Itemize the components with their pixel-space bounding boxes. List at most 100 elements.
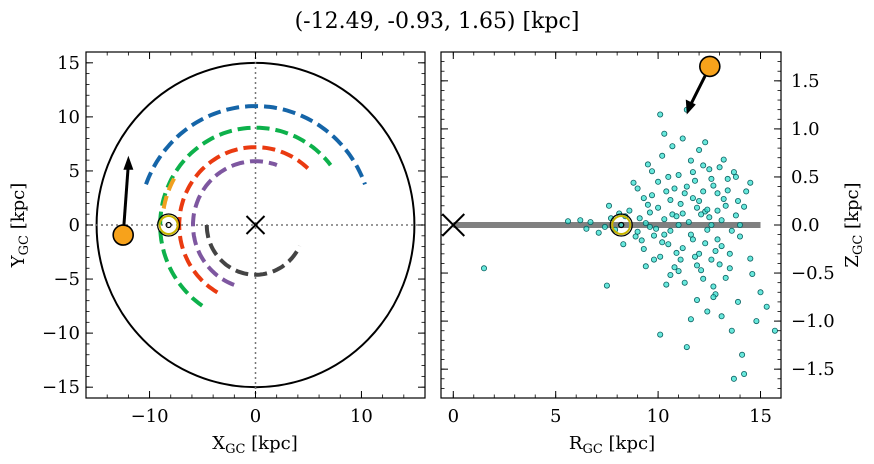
rz-y-tick-label: 0.5 (791, 167, 820, 188)
scatter-point (689, 236, 696, 243)
xy-y-axis-label: YGC [kpc] (8, 183, 32, 269)
figure-title: (-12.49, -0.93, 1.65) [kpc] (295, 9, 580, 34)
scatter-point (683, 344, 690, 351)
xy-panel: −10 0 10 −15 −10 −5 0 5 10 15 XGC [kpc] YGC [kpc] (8, 51, 426, 457)
scatter-point (634, 185, 641, 192)
scatter-point (683, 183, 690, 190)
xy-y-tick-label: −10 (42, 323, 80, 344)
scatter-point (649, 192, 656, 199)
scatter-point (659, 239, 666, 246)
scatter-point (763, 303, 770, 310)
scatter-point (673, 249, 680, 256)
scatter-point (651, 232, 658, 239)
orbit-arc-5 (191, 159, 278, 287)
scatter-point (724, 187, 731, 194)
scatter-point (675, 221, 682, 228)
sun-dot (165, 221, 172, 229)
scatter-point (722, 202, 729, 209)
scatter-point (726, 250, 733, 257)
scatter-point (698, 211, 705, 218)
scatter-point (675, 268, 682, 275)
scatter-point (642, 263, 649, 270)
rz-y-tick-label: 1.5 (791, 71, 820, 92)
object-marker-rz (699, 55, 721, 78)
scatter-point (638, 237, 645, 244)
scatter-point (714, 207, 721, 214)
scatter-point (710, 182, 717, 189)
rz-x-tick-label: 5 (550, 406, 561, 427)
rz-x-tick-label: 0 (448, 406, 459, 427)
scatter-point (667, 196, 674, 203)
velocity-arrow-head (123, 155, 134, 170)
scatter-point (698, 267, 705, 274)
scatter-point (681, 190, 688, 197)
scatter-point (696, 146, 703, 153)
scatter-point (577, 217, 584, 224)
object-marker (112, 224, 134, 246)
scatter-point (630, 179, 637, 186)
scatter-point (646, 223, 653, 230)
scatter-point (663, 281, 670, 288)
scatter-point (726, 265, 733, 272)
scatter-point (747, 255, 754, 262)
scatter-point (669, 143, 676, 150)
scatter-point (753, 318, 760, 325)
scatter-point (708, 175, 715, 182)
scatter-point (712, 247, 719, 254)
scatter-point (702, 240, 709, 247)
scatter-point (649, 168, 656, 175)
scatter-point (735, 197, 742, 204)
scatter-point (677, 256, 684, 263)
scatter-point (706, 214, 713, 221)
scatter-point (620, 241, 627, 248)
xy-x-tick-label: 0 (250, 406, 261, 427)
orbit-arc-1 (144, 104, 367, 186)
scatter-point (732, 173, 739, 180)
rz-y-tick-label: 0.0 (791, 215, 820, 236)
xy-y-tick-label: 0 (69, 215, 80, 236)
scatter-point (757, 289, 764, 296)
scatter-point (732, 212, 739, 219)
scatter-point (706, 166, 713, 173)
scatter-point (601, 223, 608, 230)
scatter-point (659, 152, 666, 159)
sun-dot-rz (618, 221, 625, 229)
scatter-point (595, 229, 602, 236)
orbit-arc-3 (161, 176, 177, 209)
sun-outer-ring-rz (609, 213, 633, 237)
scatter-point (661, 130, 668, 137)
scatter-point (700, 275, 707, 282)
velocity-arrow-head-rz (685, 99, 696, 115)
scatter-point (565, 218, 572, 225)
scatter-point (700, 162, 707, 169)
scatter-point (646, 209, 653, 216)
scatter-point (687, 157, 694, 164)
xy-y-tick-label: 15 (57, 53, 80, 74)
scatter-point (704, 308, 711, 315)
scatter-point (663, 188, 670, 195)
scatter-point (704, 206, 711, 213)
scatter-point (673, 213, 680, 220)
scatter-point (671, 185, 678, 192)
scatter-point (689, 169, 696, 176)
sun-ring-rz (611, 215, 632, 235)
scatter-point (714, 236, 721, 243)
scatter-point (679, 210, 686, 217)
xy-y-tick-label: 5 (69, 161, 80, 182)
scatter-point (741, 370, 748, 377)
orbit-arc-4 (177, 145, 312, 295)
scatter-point (749, 270, 756, 277)
scatter-point (675, 171, 682, 178)
scatter-point (661, 216, 668, 223)
rz-y-axis-label: ZGC [kpc] (842, 182, 866, 267)
scatter-point (718, 217, 725, 224)
scatter-point (720, 156, 727, 163)
scatter-point (583, 225, 590, 232)
scatter-point (679, 135, 686, 142)
scatter-point (694, 296, 701, 303)
scatter-point (702, 139, 709, 146)
scatter-point (644, 161, 651, 168)
galactic-center-marker-rz (441, 213, 465, 237)
scatter-point (657, 253, 664, 260)
